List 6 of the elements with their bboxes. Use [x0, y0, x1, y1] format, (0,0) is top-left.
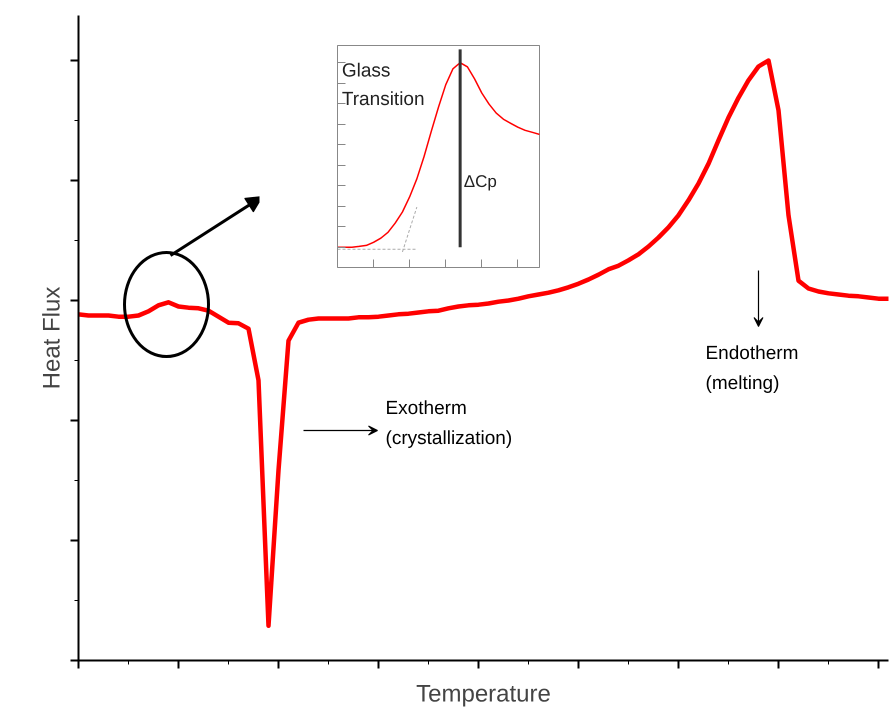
annotation: Exotherm (crystallization) — [386, 398, 512, 449]
annotation: Endotherm (melting) — [706, 343, 798, 394]
annotation: Glass Transition — [342, 60, 425, 110]
y-axis-title: Heat Flux — [38, 286, 66, 390]
x-axis-title: Temperature — [416, 680, 551, 708]
annotation: ΔCp — [464, 172, 497, 191]
